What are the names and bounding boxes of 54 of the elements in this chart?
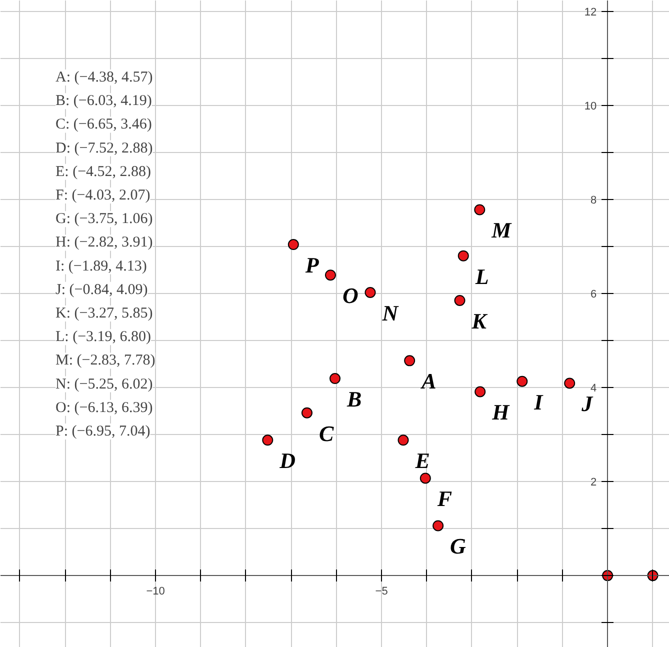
point bbox=[432, 520, 444, 532]
annotation: P: (−6.95, 7.04) bbox=[56, 424, 150, 440]
annotation: C bbox=[318, 420, 334, 446]
annotation: O: (−6.13, 6.39) bbox=[56, 400, 153, 416]
point bbox=[454, 295, 466, 306]
annotation: M bbox=[490, 218, 513, 243]
point bbox=[474, 204, 486, 216]
point bbox=[324, 270, 336, 281]
annotation: E: (−4.52, 2.88) bbox=[56, 164, 152, 180]
annotation: C: (−6.65, 3.46) bbox=[56, 116, 152, 133]
point bbox=[474, 386, 486, 398]
point bbox=[330, 373, 340, 384]
annotation: F: (−4.03, 2.07) bbox=[56, 188, 150, 204]
annotation: A bbox=[420, 368, 436, 394]
point bbox=[364, 287, 376, 298]
annotation: A: (−4.38, 4.57) bbox=[56, 70, 153, 86]
y-tick-label: 2 bbox=[590, 476, 597, 489]
annotation: N bbox=[381, 300, 400, 326]
y-tick-label: 12 bbox=[584, 6, 597, 18]
y-tick-label: 10 bbox=[584, 100, 597, 112]
y-tick-label: 6 bbox=[590, 288, 597, 300]
annotation: G bbox=[450, 534, 466, 559]
x-tick-label: −10 bbox=[146, 586, 165, 598]
annotation: B: (−6.03, 4.19) bbox=[56, 93, 152, 110]
annotation: N: (−5.25, 6.02) bbox=[56, 376, 153, 392]
annotation: J: (−0.84, 4.09) bbox=[56, 282, 148, 298]
annotation: B bbox=[346, 386, 362, 412]
annotation: P bbox=[304, 252, 320, 278]
annotation: D bbox=[278, 448, 296, 474]
annotation: K: (−3.27, 5.85) bbox=[56, 306, 153, 322]
annotation: L: (−3.19, 6.80) bbox=[56, 329, 152, 346]
annotation: E bbox=[414, 448, 430, 474]
annotation: F bbox=[436, 486, 452, 512]
annotation: L bbox=[474, 264, 489, 289]
point bbox=[262, 434, 274, 446]
y-tick-label: 8 bbox=[590, 194, 597, 206]
point bbox=[564, 378, 576, 389]
annotation: I: (−1.89, 4.13) bbox=[56, 258, 147, 274]
annotation: G: (−3.75, 1.06) bbox=[56, 211, 153, 228]
point bbox=[301, 407, 312, 418]
point bbox=[420, 472, 431, 484]
annotation: O bbox=[342, 283, 358, 308]
point bbox=[458, 250, 469, 262]
annotation: M: (−2.83, 7.78) bbox=[56, 352, 156, 369]
point bbox=[516, 376, 528, 387]
annotation: D: (−7.52, 2.88) bbox=[56, 140, 153, 156]
annotation: I bbox=[533, 389, 544, 414]
point bbox=[398, 434, 409, 446]
annotation: H: (−2.82, 3.91) bbox=[56, 234, 153, 251]
point bbox=[288, 239, 299, 250]
x-tick-label: −5 bbox=[375, 586, 388, 598]
point bbox=[404, 355, 416, 366]
annotation: K bbox=[470, 308, 488, 334]
annotation: H bbox=[491, 400, 510, 425]
